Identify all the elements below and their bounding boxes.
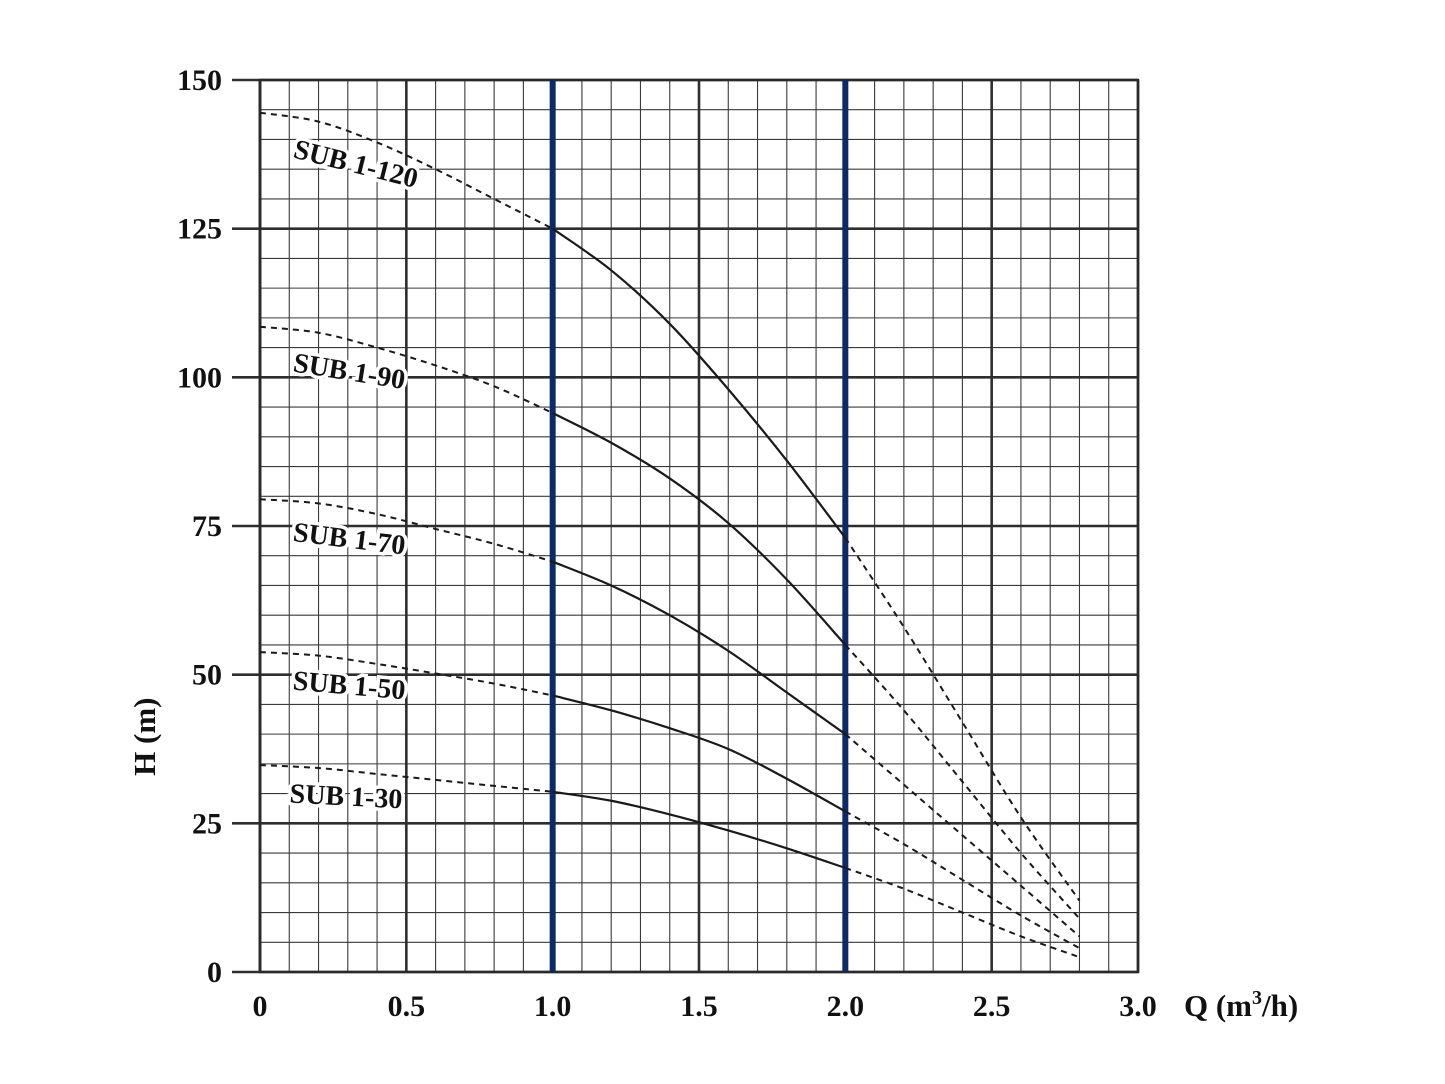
curve-dashed-high xyxy=(844,810,1080,950)
pump-curve-series xyxy=(259,111,1081,902)
curve-dashed-high xyxy=(844,733,1081,938)
x-axis-title-superscript: 3 xyxy=(1252,987,1262,1009)
curve-solid-operating xyxy=(552,227,847,539)
y-tick-label: 75 xyxy=(192,510,222,543)
curve-label: SUB 1-70 xyxy=(291,517,407,562)
x-tick-label: 3.0 xyxy=(1119,990,1157,1023)
curve-solid-operating xyxy=(552,694,846,813)
curve-label: SUB 1-120 xyxy=(290,134,421,195)
curve-solid-operating xyxy=(552,560,846,736)
y-axis-title: H (m) xyxy=(127,697,162,775)
x-tick-label: 2.5 xyxy=(973,990,1011,1023)
curve-dashed-high xyxy=(844,537,1081,902)
pump-curve-series xyxy=(259,764,1080,959)
curve-dashed-low xyxy=(259,498,553,563)
pump-curves xyxy=(259,111,1081,959)
pump-curve-series xyxy=(259,325,1081,920)
y-tick-label: 100 xyxy=(177,361,222,394)
x-axis-title-main: Q (m xyxy=(1184,988,1252,1023)
plot-frame xyxy=(258,78,1140,974)
curve-label: SUB 1-90 xyxy=(291,348,407,396)
y-tick-label: 150 xyxy=(177,64,222,97)
curve-dashed-low xyxy=(259,651,553,697)
x-axis-title: Q (m3/h) xyxy=(1184,987,1298,1023)
y-tick-labels: 0 25 50 75 100 125 150 xyxy=(177,64,222,989)
curve-dashed-high xyxy=(844,644,1081,920)
x-tick-label: 1.5 xyxy=(680,990,718,1023)
pump-curve-series xyxy=(259,498,1081,938)
y-tick-label: 125 xyxy=(177,213,222,246)
curve-dashed-high xyxy=(844,866,1080,959)
curve-label: SUB 1-30 xyxy=(289,779,403,816)
x-tick-label: 1.0 xyxy=(534,990,572,1023)
x-tick-label: 0.5 xyxy=(388,990,426,1023)
x-tick-labels: 0 0.5 1.0 1.5 2.0 2.5 3.0 xyxy=(253,990,1157,1023)
x-tick-label: 2.0 xyxy=(827,990,865,1023)
y-tick-label: 25 xyxy=(192,807,222,840)
curve-solid-operating xyxy=(552,790,846,869)
pump-curve-series xyxy=(259,651,1080,950)
curve-labels: SUB 1-120 SUB 1-90 SUB 1-70 SUB 1-50 SUB 1-3… xyxy=(285,131,424,819)
curve-dashed-low xyxy=(259,111,554,230)
x-axis-title-tail: /h) xyxy=(1261,988,1298,1023)
y-tick-label: 50 xyxy=(192,659,222,692)
x-tick-label: 0 xyxy=(253,990,268,1023)
curve-dashed-low xyxy=(259,764,553,793)
curve-label: SUB 1-50 xyxy=(292,666,407,707)
curve-dashed-low xyxy=(259,325,554,414)
curve-solid-operating xyxy=(552,412,847,646)
y-tick-label: 0 xyxy=(207,956,222,989)
